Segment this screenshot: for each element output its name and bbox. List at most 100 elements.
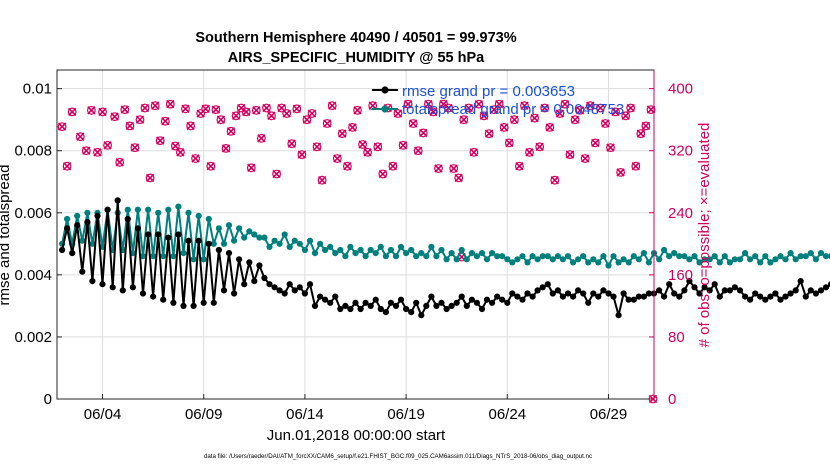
totalspread-point [165, 206, 172, 213]
rmse-point [509, 290, 516, 297]
rmse-point [635, 293, 642, 300]
obs-evaluated-marker [555, 109, 565, 118]
rmse-point [291, 287, 298, 294]
rmse-point [413, 299, 420, 306]
obs-possible-marker [226, 126, 236, 136]
obs-evaluated-marker [545, 123, 554, 132]
totalspread-point [347, 243, 354, 250]
obs-evaluated-marker [378, 169, 387, 179]
obs-evaluated-marker [343, 162, 352, 171]
obs-possible-marker [272, 169, 282, 179]
rmse-point [210, 299, 217, 306]
rmse-point [59, 246, 66, 254]
totalspread-point [170, 253, 177, 260]
obs-evaluated-marker [373, 142, 382, 151]
obs-point [175, 147, 185, 157]
obs-point [626, 103, 636, 113]
obs-point [636, 129, 646, 139]
obs-point [348, 123, 357, 132]
obs-possible-marker [489, 105, 499, 114]
rmse-point [225, 250, 233, 257]
obs-evaluated-marker [282, 109, 291, 118]
rmse-point [529, 293, 536, 300]
rmse-point [286, 281, 293, 288]
obs-point [110, 112, 120, 121]
obs-point [317, 175, 327, 185]
rmse-point [514, 293, 521, 300]
totalspread-point [236, 225, 243, 232]
obs-point [378, 169, 388, 179]
rmse-point [595, 293, 602, 300]
obs-point [454, 173, 464, 183]
obs-possible-marker [580, 154, 590, 163]
obs-possible-marker [378, 169, 388, 179]
rmse-point [504, 299, 511, 306]
obs-evaluated-marker [495, 99, 504, 109]
obs-point [535, 142, 545, 152]
obs-point [585, 101, 595, 111]
totalspread-point [635, 256, 642, 263]
rmse-point [666, 281, 673, 288]
rmse-point [433, 302, 440, 309]
totalspread-point [554, 253, 562, 260]
obs-point [130, 143, 140, 153]
obs-evaluated-marker [120, 105, 129, 114]
obs-possible-marker [535, 142, 545, 152]
rmse-point [792, 287, 799, 294]
y-right-tick-label: 240 [668, 205, 693, 222]
obs-evaluated-marker [520, 101, 529, 110]
obs-evaluated-marker [601, 119, 610, 128]
obs-point [459, 115, 469, 125]
obs-possible-marker [469, 147, 479, 157]
obs-possible-marker [550, 175, 560, 185]
obs-point [206, 161, 216, 171]
totalspread-point [777, 253, 784, 260]
obs-point [282, 109, 292, 118]
rmse-point [686, 278, 693, 285]
totalspread-point [559, 256, 567, 263]
rmse-point [661, 293, 668, 300]
rmse-point [251, 278, 258, 285]
obs-point [444, 103, 454, 113]
totalspread-point [716, 259, 723, 266]
obs-possible-marker [302, 115, 312, 125]
totalspread-point [468, 250, 475, 257]
rmse-point [585, 299, 592, 306]
obs-possible-marker [221, 143, 231, 153]
totalspread-point [377, 243, 384, 250]
y-axis-right-ticks: 0 80 160 240 320 400 [649, 70, 693, 408]
rmse-point [752, 290, 759, 297]
rmse-point [139, 290, 147, 297]
obs-evaluated-marker [500, 123, 509, 132]
rmse-point [549, 290, 556, 297]
obs-evaluated-marker [540, 103, 549, 113]
totalspread-point [767, 259, 774, 266]
y-left-tick-label: 0.01 [23, 81, 52, 98]
totalspread-point [306, 237, 314, 244]
totalspread-point [630, 253, 637, 260]
obs-evaluated-marker [530, 113, 539, 123]
obs-possible-marker [165, 99, 175, 109]
obs-point [140, 103, 150, 113]
obs-point [464, 103, 474, 113]
obs-possible-marker [403, 99, 413, 109]
legend-rmse-label: rmse grand pr = 0.003653 [402, 83, 575, 100]
rmse-point [463, 302, 470, 309]
obs-possible-marker [611, 107, 620, 117]
obs-possible-marker [312, 142, 322, 152]
obs-point [474, 99, 484, 109]
obs-possible-marker [81, 146, 91, 156]
obs-point [342, 161, 352, 171]
totalspread-point [666, 253, 673, 260]
obs-point [621, 111, 631, 121]
totalspread-point [736, 256, 744, 263]
totalspread-point [600, 253, 607, 260]
rmse-point [408, 309, 415, 316]
rmse-point [423, 302, 430, 309]
obs-evaluated-marker [596, 103, 605, 113]
rmse-point [418, 312, 425, 319]
y-left-tick-label: 0.002 [14, 329, 52, 346]
obs-evaluated-marker [621, 111, 630, 120]
x-tick-label: 06/24 [489, 406, 527, 423]
obs-point [358, 140, 368, 149]
